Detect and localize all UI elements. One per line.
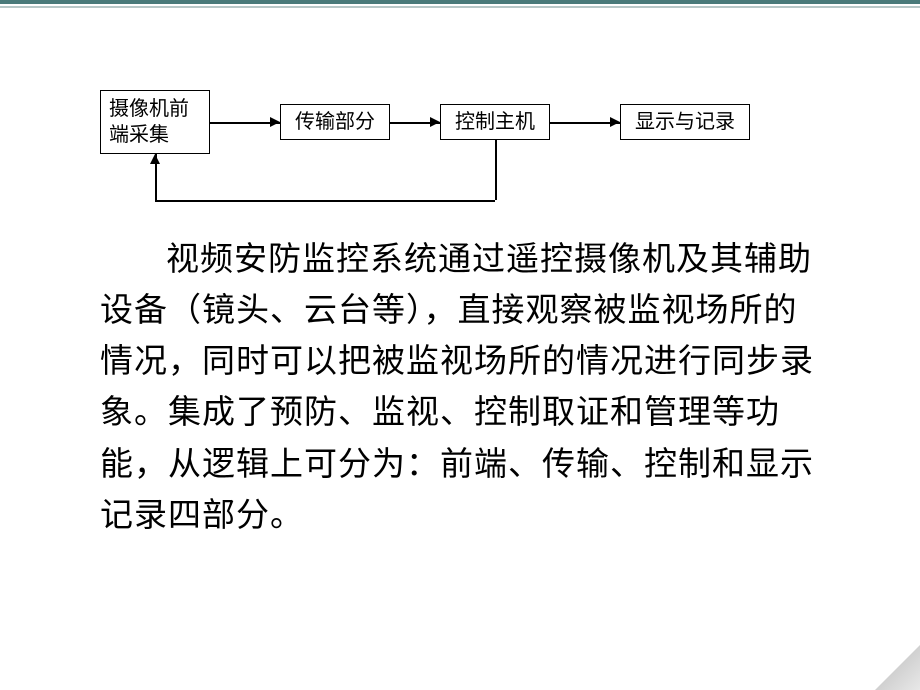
- flowchart-node-n3: 控制主机: [440, 104, 550, 140]
- flowchart-node-n1: 摄像机前端采集: [100, 90, 210, 154]
- flowchart: 摄像机前端采集 传输部分 控制主机 显示与记录: [100, 90, 820, 230]
- flowchart-edge: [495, 140, 497, 200]
- slide-header-decor: [0, 0, 920, 30]
- decor-line-thick: [0, 0, 920, 4]
- flowchart-edge: [155, 200, 495, 202]
- arrow-head-icon: [150, 154, 160, 164]
- flowchart-node-n2: 传输部分: [280, 104, 390, 140]
- flowchart-node-n4: 显示与记录: [620, 104, 750, 140]
- arrow-head-icon: [270, 117, 280, 127]
- body-paragraph: 视频安防监控系统通过遥控摄像机及其辅助设备（镜头、云台等），直接观察被监视场所的…: [100, 235, 820, 542]
- arrow-head-icon: [430, 117, 440, 127]
- page-curl-decor: [875, 645, 920, 690]
- arrow-head-icon: [610, 117, 620, 127]
- decor-line-thin: [0, 6, 920, 8]
